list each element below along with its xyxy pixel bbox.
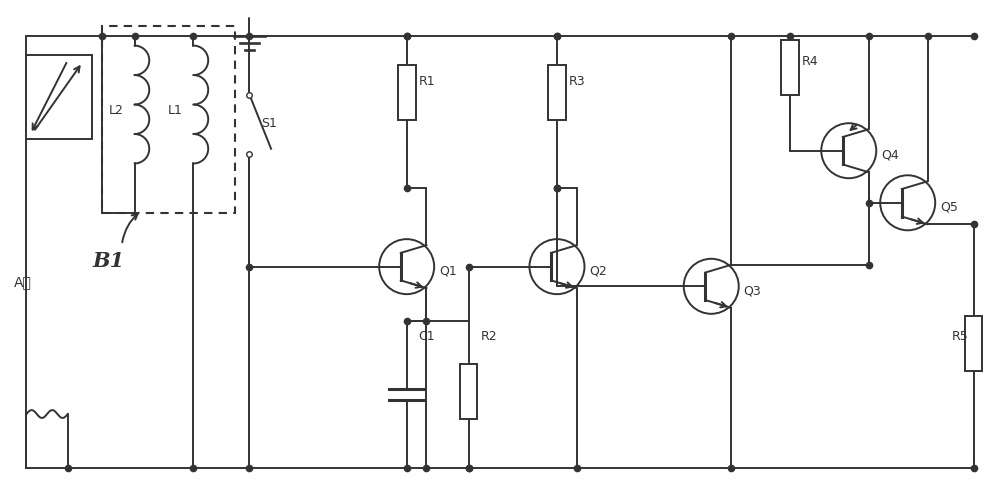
Text: Q1: Q1 xyxy=(439,264,457,278)
Text: L1: L1 xyxy=(168,104,183,118)
Text: Q2: Q2 xyxy=(589,264,607,278)
Text: Q3: Q3 xyxy=(744,284,761,297)
Text: R2: R2 xyxy=(480,330,497,343)
Text: R3: R3 xyxy=(569,75,585,88)
Text: Q4: Q4 xyxy=(881,149,899,162)
Bar xyxy=(398,65,416,120)
Text: S1: S1 xyxy=(261,117,277,130)
Text: C1: C1 xyxy=(418,330,435,343)
Bar xyxy=(460,365,477,419)
Text: R1: R1 xyxy=(418,75,435,88)
Text: A点: A点 xyxy=(14,275,32,289)
Text: R4: R4 xyxy=(802,55,818,68)
Text: L2: L2 xyxy=(109,104,124,118)
Bar xyxy=(548,65,566,120)
Bar xyxy=(102,26,235,212)
Text: Q5: Q5 xyxy=(940,201,958,213)
Text: R5: R5 xyxy=(952,330,969,343)
Bar xyxy=(965,316,982,371)
Text: B1: B1 xyxy=(92,250,124,271)
Bar xyxy=(781,40,799,95)
